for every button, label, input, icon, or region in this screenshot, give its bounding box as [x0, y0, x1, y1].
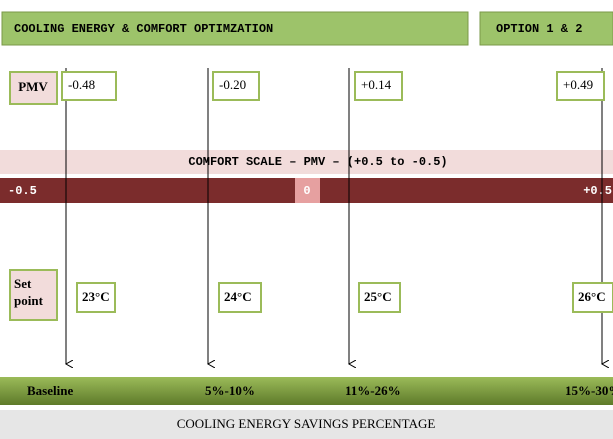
savings-value: 11%-26% — [345, 383, 401, 398]
header-title: COOLING ENERGY & COMFORT OPTIMZATION — [14, 22, 273, 36]
pmv-label: PMV — [18, 79, 48, 94]
pmv-value-box — [354, 71, 403, 101]
setpoint-value-box — [572, 282, 613, 313]
savings-value: Baseline — [27, 383, 73, 398]
setpoint-label-box — [9, 269, 58, 321]
option-label: OPTION 1 & 2 — [496, 22, 582, 36]
option-bar — [479, 11, 613, 46]
savings-value: 15%-30% — [565, 383, 613, 398]
pmv-value: -0.48 — [68, 77, 95, 92]
setpoint-value-box — [76, 282, 116, 313]
setpoint-value: 23°C — [82, 289, 110, 304]
setpoint-value: 25°C — [364, 289, 392, 304]
scale-left: -0.5 — [8, 184, 37, 198]
comfort-scale-title: COMFORT SCALE – PMV – (+0.5 to -0.5) — [188, 155, 447, 169]
setpoint-value-box — [358, 282, 401, 313]
header-bar — [1, 11, 469, 46]
pmv-label-box — [9, 71, 58, 105]
comfort-scale-bar — [0, 150, 613, 174]
savings-title: COOLING ENERGY SAVINGS PERCENTAGE — [177, 416, 436, 431]
pmv-value-box — [556, 71, 605, 101]
pmv-value: +0.49 — [563, 77, 593, 92]
pmv-value: +0.14 — [361, 77, 392, 92]
pmv-value-box — [212, 71, 260, 101]
setpoint-value: 24°C — [224, 289, 252, 304]
scale-center: 0 — [303, 184, 310, 198]
savings-value: 5%-10% — [205, 383, 255, 398]
setpoint-value-box — [218, 282, 262, 313]
scale-center-box — [295, 178, 320, 203]
scale-right: +0.5 — [583, 184, 612, 198]
savings-bar — [0, 377, 613, 405]
savings-title-bar — [0, 410, 613, 439]
pmv-value: -0.20 — [219, 77, 246, 92]
setpoint-value: 26°C — [578, 289, 606, 304]
pmv-value-box — [61, 71, 117, 101]
setpoint-label: Set point — [14, 276, 44, 308]
